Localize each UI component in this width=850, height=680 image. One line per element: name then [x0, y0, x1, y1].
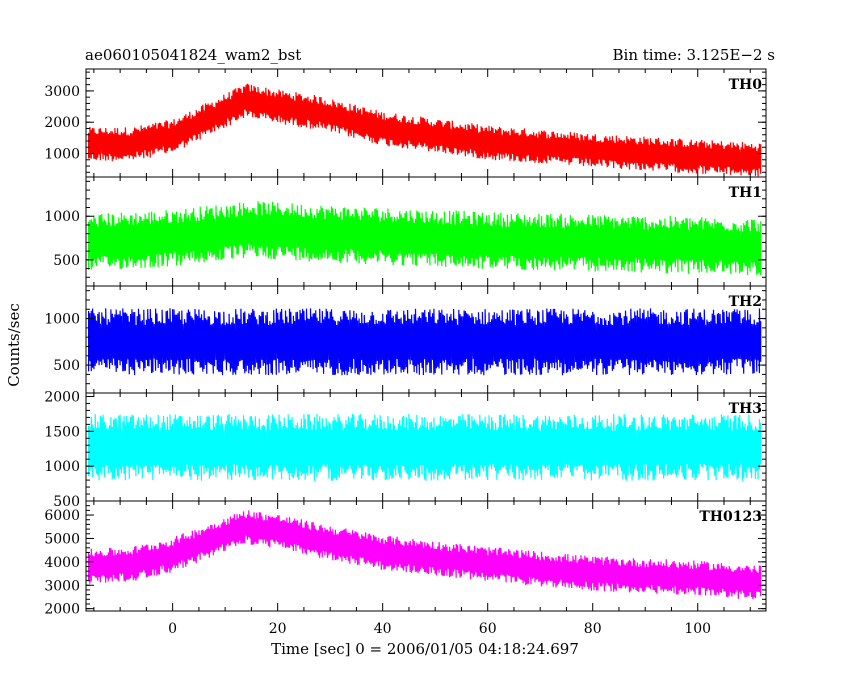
panel-th0123: 2000 3000 4000 5000 6000 TH0123: [44, 500, 767, 618]
panel-th3: 500 1000 1500 2000 TH3: [44, 389, 767, 510]
panels-group: 1000 2000 3000 TH0 500 1000 TH1 500 1000 TH2 500 10…: [44, 68, 767, 618]
panel-th0123-frame: [85, 500, 767, 612]
figure-title: ae060105041824_wam2_bst: [85, 46, 301, 64]
series-th0-trace: [88, 83, 762, 177]
y-tick-label-th0123: 2000: [44, 602, 80, 618]
panel-label-th2: TH2: [729, 294, 762, 310]
y-axis-label: Counts/sec: [5, 303, 23, 387]
y-tick-label-th0: 1000: [44, 147, 80, 163]
y-tick-label-th0: 2000: [44, 115, 80, 131]
y-tick-label-th3: 500: [53, 494, 80, 510]
x-axis-label: Time [sec] 0 = 2006/01/05 04:18:24.697: [271, 640, 579, 658]
x-tick-label: 60: [479, 621, 497, 637]
panel-label-th0: TH0: [729, 77, 763, 93]
y-tick-label-th2: 500: [53, 358, 80, 374]
panel-label-th1: TH1: [729, 185, 762, 201]
x-tick-label: 80: [584, 621, 602, 637]
panel-th1: 500 1000 TH1: [44, 176, 767, 287]
y-tick-label-th1: 500: [53, 253, 80, 269]
y-tick-label-th0123: 4000: [44, 555, 80, 571]
y-tick-label-th2: 1000: [44, 312, 80, 328]
series-th1-trace: [88, 201, 762, 276]
panel-th2: 500 1000 TH2: [44, 285, 767, 394]
x-axis: 0 20 40 60 80 100: [168, 621, 711, 637]
y-tick-label-th0123: 3000: [44, 578, 80, 594]
series-th2-trace: [88, 308, 762, 376]
panel-label-th0123: TH0123: [699, 509, 762, 525]
panel-label-th3: TH3: [729, 401, 762, 417]
panel-th0: 1000 2000 3000 TH0: [44, 68, 767, 178]
y-tick-label-th0123: 5000: [44, 531, 80, 547]
x-tick-label: 100: [684, 621, 711, 637]
y-tick-label-th3: 2000: [44, 389, 80, 405]
y-tick-label-th1: 1000: [44, 209, 80, 225]
x-tick-label: 0: [168, 621, 177, 637]
series-th0123-trace: [88, 510, 762, 600]
y-tick-label-th0123: 6000: [44, 508, 80, 524]
bin-time-label: Bin time: 3.125E−2 s: [613, 46, 775, 64]
x-tick-label: 40: [374, 621, 392, 637]
y-tick-label-th0: 3000: [44, 84, 80, 100]
y-tick-label-th3: 1000: [44, 459, 80, 475]
series-th3-trace: [88, 413, 762, 481]
x-tick-label: 20: [269, 621, 287, 637]
y-tick-label-th3: 1500: [44, 424, 80, 440]
